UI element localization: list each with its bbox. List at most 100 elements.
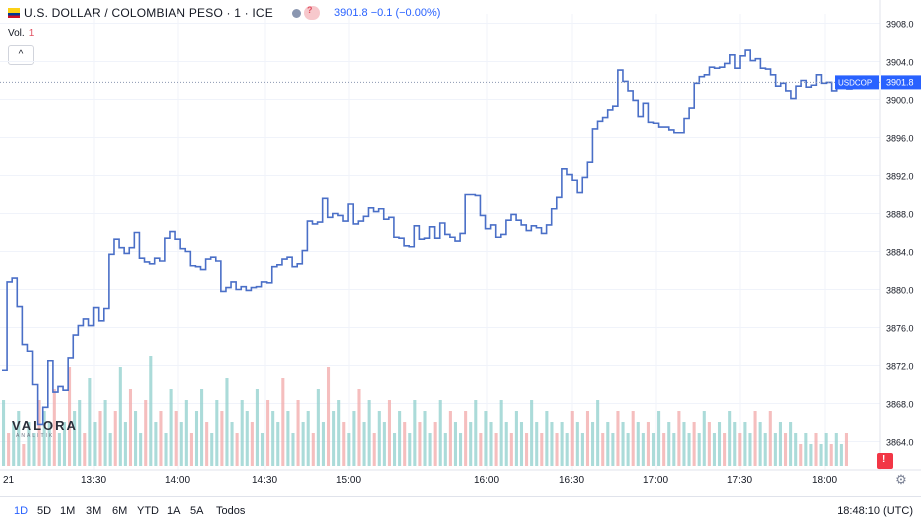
timeframe-5d[interactable]: 5D [37,505,52,517]
volume-bar [184,400,188,466]
volume-bar [636,422,640,466]
symbol-tag-text: USDCOP [838,78,872,87]
volume-bar [509,433,513,466]
volume-bar [662,433,666,466]
volume-bar [281,378,285,466]
volume-bar [819,444,823,466]
volume-bar [438,400,442,466]
volume-bar [108,433,112,466]
volume-bar [316,389,320,466]
volume-bar [139,433,143,466]
x-tick-label: 17:00 [643,475,668,486]
volume-bar [707,422,711,466]
volume-bar [626,433,630,466]
volume-bar [743,422,747,466]
volume-bar [504,422,508,466]
volume-bar [403,422,407,466]
volume-bar [337,400,341,466]
volume-bar [286,411,290,466]
volume-bar [464,411,468,466]
volume-bar [164,433,168,466]
volume-bar [123,422,127,466]
volume-bar [326,367,331,466]
volume-bar [723,433,727,466]
price-info: 3901.8 −0.1 (−0.00%) [334,7,441,19]
volume-bar [540,433,544,466]
volume-bar [68,367,72,466]
timeframe-1a[interactable]: 1A [167,505,181,517]
volume-bar [93,422,97,466]
x-tick-label: 17:30 [727,475,752,486]
volume-bar [809,444,813,466]
timeframe-3m[interactable]: 3M [86,505,102,517]
y-tick-label: 3868.0 [886,400,914,410]
volume-bar [169,389,173,466]
alert-badge[interactable]: ! [877,453,893,469]
volume-bar [596,400,600,466]
timeframe-6m[interactable]: 6M [112,505,128,517]
x-tick-label: 14:30 [252,475,277,486]
volume-bar [448,411,452,466]
volume-bar [189,433,193,466]
y-tick-label: 3888.0 [886,210,914,220]
volume-bar [372,433,376,466]
volume-bar [250,422,254,466]
volume-bar [682,422,686,466]
volume-bar [154,422,158,466]
volume-bar [7,433,11,466]
volume-bar [565,433,569,466]
volume-label: Vol. 1 [8,28,34,39]
timeframe-1m[interactable]: 1M [60,505,76,517]
volume-value: 1 [28,28,35,39]
volume-bar [834,433,838,466]
volume-bar [479,433,483,466]
volume-bar [794,433,798,466]
volume-bar [418,422,422,466]
volume-bar [210,433,214,466]
volume-bar [525,433,529,466]
volume-bar [215,400,219,466]
volume-bar [179,422,183,466]
volume-bar [829,444,833,466]
volume-bar [697,433,701,466]
last-price-tag-text: 3901.8 [886,77,914,87]
collapse-button[interactable]: ^ [8,45,34,65]
volume-bar [134,411,138,466]
timeframe-ytd[interactable]: YTD [137,505,159,517]
volume-bar [62,422,67,466]
timeframe-1d[interactable]: 1D [14,505,29,517]
volume-bar [555,433,559,466]
volume-bar [692,422,696,466]
volume-bar [804,433,808,466]
volume-bar [672,433,676,466]
x-tick-label: 21 [3,475,15,486]
timeframe-todos[interactable]: Todos [216,505,246,517]
colombia-flag-icon [8,8,20,18]
volume-bar [839,444,843,466]
clock[interactable]: 18:48:10 (UTC) [837,505,913,517]
volume-bar [469,422,473,466]
volume-bar [651,433,656,466]
volume-bar [423,411,427,466]
volume-bar [657,411,661,466]
volume-bar [42,411,46,466]
volume-bar [667,422,671,466]
volume-bar [499,400,503,466]
volume-bar [530,400,534,466]
volume-bar [291,433,295,466]
price-chart[interactable]: 3908.0 3904.0 3900.0 3896.0 3892.0 3888.0 3884… [0,0,921,496]
volume-bar [2,400,6,466]
volume-bar [128,389,133,466]
volume-bar [844,433,848,466]
volume-bar [37,400,41,466]
gear-icon[interactable]: ⚙ [895,472,907,487]
status-badge[interactable]: ? [304,5,320,20]
timeframe-5a[interactable]: 5A [190,505,204,517]
volume-bar [377,411,381,466]
symbol-title[interactable]: U.S. DOLLAR / COLOMBIAN PESO · 1 · ICE [24,6,273,20]
volume-bar [382,422,386,466]
y-tick-label: 3892.0 [886,172,914,182]
volume-bar [276,422,280,466]
volume-bar [535,422,539,466]
volume-bar [591,422,595,466]
